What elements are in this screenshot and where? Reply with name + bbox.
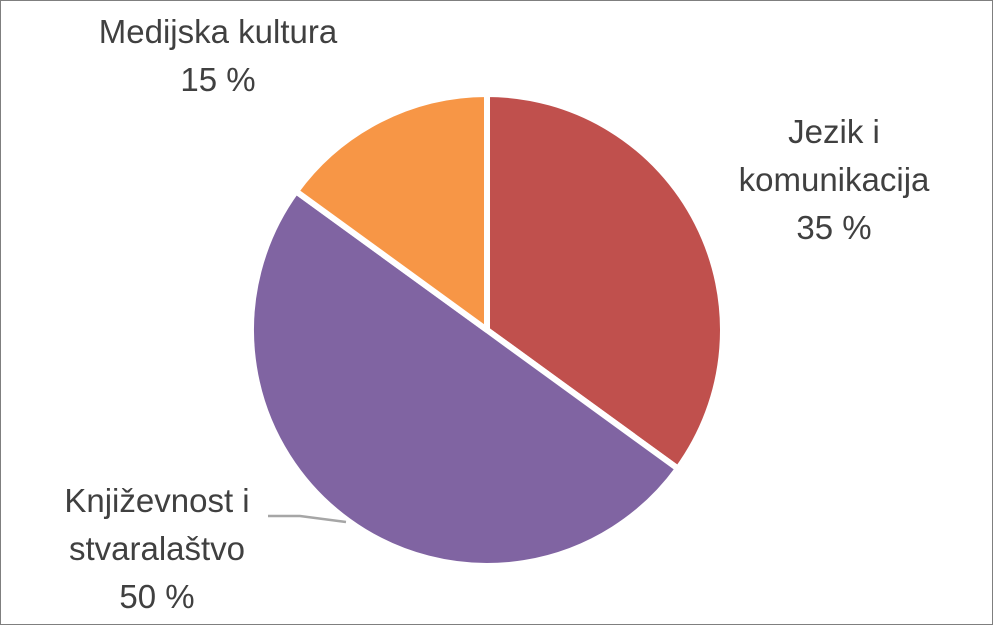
data-label-value: 15 %	[180, 61, 255, 98]
data-label-knjizevnost-i-stvaralastvo: Književnost i stvaralaštvo 50 %	[64, 482, 249, 615]
data-label-category: Medijska kultura	[99, 13, 338, 50]
pie-slice-medijska-kultura	[293, 91, 490, 333]
data-label-value: 50 %	[119, 578, 194, 615]
data-label-value: 35 %	[796, 209, 871, 246]
data-label-medijska-kultura: Medijska kultura 15 %	[99, 13, 338, 98]
pie-slice-knjizevnost-i-stvaralastvo	[248, 188, 681, 569]
pie-slices	[248, 91, 726, 569]
data-label-jezik-i-komunikacija: Jezik i komunikacija 35 %	[739, 113, 930, 246]
data-label-category: Jezik i	[788, 113, 880, 150]
data-label-category: stvaralaštvo	[69, 530, 245, 567]
data-label-category: komunikacija	[739, 161, 930, 198]
pie-slice-jezik-i-komunikacija	[484, 91, 726, 472]
leader-line-knjizevnost	[268, 514, 347, 524]
leader-lines	[268, 514, 347, 524]
data-labels: Jezik i komunikacija 35 % Književnost i stva…	[64, 13, 930, 615]
data-label-category: Književnost i	[64, 482, 249, 519]
